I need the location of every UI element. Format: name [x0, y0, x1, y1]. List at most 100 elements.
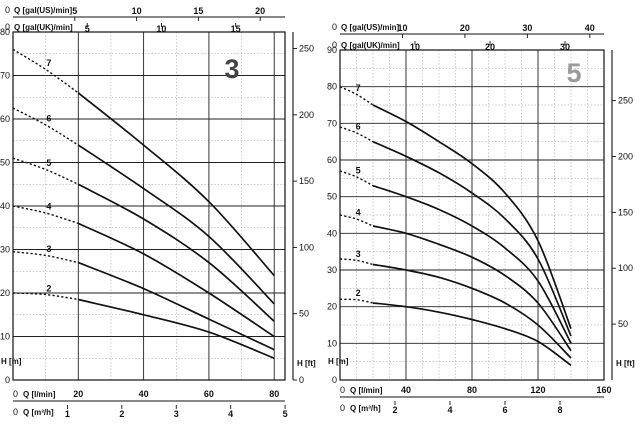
- y-tick-label: 30: [0, 245, 10, 255]
- curve-label-3: 3: [46, 244, 51, 254]
- y-tick-label: 20: [0, 288, 10, 298]
- y2-axis-label: H [ft]: [297, 359, 316, 368]
- x-tick-label: 40: [139, 389, 149, 399]
- curve-7: [77, 92, 275, 277]
- x-tick-label: 60: [204, 389, 214, 399]
- x-tick-label: 80: [467, 385, 477, 395]
- curve-4-extension: [339, 214, 374, 227]
- x-tick-label: 20: [73, 389, 83, 399]
- curve-label-4: 4: [46, 202, 51, 212]
- ft-tick-label: 0: [299, 375, 304, 385]
- usgal-axis-label: Q [gal(US)/min]: [14, 6, 73, 15]
- ft-tick-label: 150: [299, 176, 314, 186]
- curve-2: [78, 298, 275, 360]
- y-tick-label: 10: [0, 332, 10, 342]
- usgal-tick-label: 20: [255, 6, 265, 16]
- m3h-tick-label: 3: [174, 409, 179, 419]
- model-badge: 3: [224, 54, 239, 84]
- x-tick-label: 160: [596, 385, 611, 395]
- curve-6-extension: [339, 126, 374, 143]
- y-tick-label: 80: [0, 27, 10, 37]
- curve-6-extension: [12, 107, 79, 146]
- m3h-tick-label: 6: [502, 405, 507, 415]
- m3h-tick-label: 2: [119, 409, 124, 419]
- curve-label-6: 6: [46, 114, 51, 124]
- curve-label-5: 5: [46, 158, 51, 168]
- y-tick-label: 70: [0, 71, 10, 81]
- curve-2-extension: [12, 292, 79, 301]
- y-tick-label: 0: [332, 375, 337, 385]
- m3h-tick-label: 1: [65, 409, 70, 419]
- y-tick-label: 60: [0, 114, 10, 124]
- ft-tick-label: 50: [618, 319, 628, 329]
- y-axis-label: H [m]: [1, 357, 22, 366]
- x-zero-label: 0: [13, 389, 18, 399]
- ft-tick-label: 100: [618, 263, 633, 273]
- m3h-tick-label: 4: [447, 405, 452, 415]
- ft-tick-label: 250: [618, 96, 633, 106]
- y2-axis-label: H [ft]: [616, 359, 635, 368]
- m3h-axis-label: Q [m³/h]: [350, 404, 381, 413]
- curve-6: [77, 144, 275, 305]
- y-tick-label: 40: [0, 201, 10, 211]
- m3h-tick-label: 4: [228, 409, 233, 419]
- m3h-zero-label: 0: [13, 407, 18, 417]
- y-axis-label: H [m]: [328, 357, 349, 366]
- y-tick-label: 60: [327, 155, 337, 165]
- x-tick-label: 120: [530, 385, 545, 395]
- x-axis-label: Q [l/min]: [23, 390, 56, 399]
- curve-5: [77, 183, 275, 322]
- y-tick-label: 50: [327, 192, 337, 202]
- usgal-tick-label: 5: [72, 6, 77, 16]
- ft-tick-label: 150: [618, 207, 633, 217]
- ukgal-tick-label: 15: [231, 24, 241, 34]
- curve-7: [372, 104, 572, 329]
- curve-5-extension: [339, 170, 374, 187]
- curve-3: [77, 261, 275, 351]
- ukgal-tick-label: 20: [485, 42, 495, 52]
- curve-2: [372, 302, 572, 366]
- ukgal-tick-label: 10: [156, 24, 166, 34]
- curve-6: [372, 140, 572, 337]
- curve-label-6: 6: [356, 121, 361, 131]
- y-tick-label: 20: [327, 302, 337, 312]
- x-tick-label: 40: [401, 385, 411, 395]
- y-tick-label: 10: [327, 338, 337, 348]
- curve-4: [77, 222, 275, 338]
- m3h-tick-label: 5: [283, 409, 288, 419]
- usgal-tick-label: 15: [193, 6, 203, 16]
- curve-label-7: 7: [356, 83, 361, 93]
- m3h-axis-label: Q [m³/h]: [23, 408, 54, 417]
- ft-tick-label: 100: [299, 242, 314, 252]
- ft-tick-label: 200: [299, 110, 314, 120]
- model-badge: 5: [566, 58, 581, 88]
- y-tick-label: 0: [5, 375, 10, 385]
- usgal-tick-label: 10: [132, 6, 142, 16]
- x-axis-label: Q [l/min]: [350, 386, 383, 395]
- ft-tick-label: 50: [299, 309, 309, 319]
- ukgal-axis-label: Q [gal(UK)/min]: [14, 23, 73, 32]
- ukgal-tick-label: 30: [560, 42, 570, 52]
- curve-label-4: 4: [356, 208, 361, 218]
- curve-5-extension: [12, 157, 79, 185]
- curve-3-extension: [12, 251, 79, 264]
- ukgal-zero-label: 0: [332, 40, 337, 50]
- curve-7-extension: [339, 86, 374, 106]
- x-zero-label: 0: [340, 385, 345, 395]
- curve-3: [372, 263, 572, 359]
- curve-label-2: 2: [46, 283, 51, 293]
- usgal-tick-label: 40: [585, 23, 595, 33]
- m3h-tick-label: 8: [557, 405, 562, 415]
- y-tick-label: 30: [327, 265, 337, 275]
- usgal-zero-label: 0: [332, 22, 337, 32]
- y-tick-label: 40: [327, 228, 337, 238]
- ukgal-tick-label: 5: [85, 24, 90, 34]
- y-tick-label: 80: [327, 82, 337, 92]
- m3h-zero-label: 0: [340, 403, 345, 413]
- usgal-tick-label: 10: [397, 23, 407, 33]
- usgal-tick-label: 30: [522, 23, 532, 33]
- usgal-axis-label: Q [gal(US)/min]: [341, 23, 400, 32]
